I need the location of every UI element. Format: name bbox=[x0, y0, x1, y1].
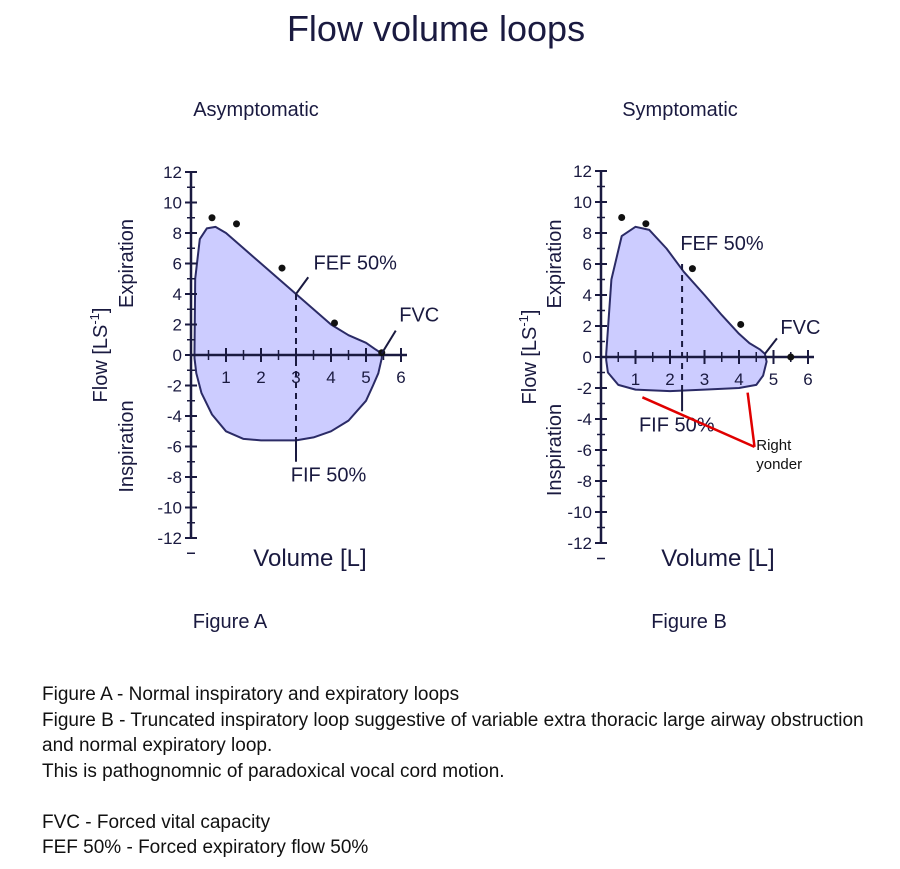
fig-b-flow-loop bbox=[605, 225, 768, 393]
fig-b-data-point bbox=[688, 265, 696, 273]
figure-notes: Figure A - Normal inspiratory and expira… bbox=[42, 682, 882, 861]
fig-a-y-tick-label: -2 bbox=[167, 377, 182, 396]
fig-a-data-point bbox=[331, 319, 338, 327]
fig-a-y-tick-label: 10 bbox=[163, 194, 182, 213]
fig-b-annotation-leader bbox=[764, 337, 778, 355]
note-line: This is pathognomnic of paradoxical voca… bbox=[42, 760, 505, 782]
fig-b-y-axis-title: Flow [LS-1] bbox=[516, 310, 541, 405]
fig-b-callout-label: Right bbox=[756, 437, 792, 454]
fig-b-data-point bbox=[618, 214, 626, 221]
fig-a-x-tick-label: 5 bbox=[361, 368, 370, 387]
fig-a-y-tick-label: -8 bbox=[167, 468, 182, 487]
fig-a-x-tick-label: 3 bbox=[291, 368, 300, 387]
fig-a-y-tick-label: 2 bbox=[173, 316, 182, 335]
fig-b-y-tick-label: 2 bbox=[583, 317, 592, 336]
fig-b-y-tick-label: -10 bbox=[567, 503, 592, 522]
fig-b-data-point bbox=[787, 353, 795, 361]
fig-a-caption: Figure A bbox=[193, 611, 268, 633]
fig-a-data-point bbox=[233, 220, 240, 228]
fig-b-callout-label: yonder bbox=[756, 456, 802, 473]
fig-b-x-axis-title: Volume [L] bbox=[661, 545, 774, 572]
note-line: FVC - Forced vital capacity bbox=[42, 811, 271, 833]
fig-b-caption: Figure B bbox=[651, 611, 727, 633]
fig-b-x-tick-label: 6 bbox=[803, 370, 812, 389]
fig-a-expiration-label: Expiration bbox=[116, 219, 138, 308]
fig-a-y-axis-title: Flow [LS-1] bbox=[87, 308, 112, 403]
fig-a-x-tick-label: 6 bbox=[396, 368, 405, 387]
fig-a-inspiration-label: Inspiration bbox=[116, 400, 138, 492]
fig-b-y-tick-label: -4 bbox=[577, 410, 592, 429]
fig-a-annotation-leader bbox=[380, 330, 397, 354]
fig-b-y-tick-label: 6 bbox=[583, 255, 592, 274]
fig-b-x-tick-label: 5 bbox=[769, 370, 778, 389]
fig-a-annotation-label: FIF 50% bbox=[291, 465, 367, 487]
fig-b-y-tick-label: 8 bbox=[583, 224, 592, 243]
note-line: Figure B - Truncated inspiratory loop su… bbox=[42, 709, 864, 757]
fig-a-x-tick-label: 4 bbox=[326, 368, 335, 387]
fig-a-y-tick-label: -6 bbox=[167, 438, 182, 457]
fig-b-y-tick-label: 10 bbox=[573, 193, 592, 212]
fig-b-x-tick-label: 3 bbox=[700, 370, 709, 389]
fig-a-annotation-leader bbox=[295, 276, 310, 295]
fig-a-data-point bbox=[278, 264, 286, 272]
fig-b-annotation-label: FVC bbox=[780, 317, 820, 339]
fig-b-callout-line bbox=[641, 396, 756, 449]
fig-a-x-axis-title: Volume [L] bbox=[253, 545, 366, 572]
fig-b-expiration-label: Expiration bbox=[544, 220, 566, 309]
fig-a-y-tick-label: 12 bbox=[163, 163, 182, 182]
fig-a-annotation-label: FVC bbox=[399, 304, 439, 326]
note-line bbox=[42, 784, 882, 810]
fig-b-data-point bbox=[642, 220, 650, 228]
fig-b-y-tick-label: -2 bbox=[577, 379, 592, 398]
fig-b-y-tick-label: 12 bbox=[573, 162, 592, 181]
fig-b-subtitle: Symptomatic bbox=[622, 99, 738, 121]
fig-b-y-tick-label: -8 bbox=[577, 472, 592, 491]
fig-a-y-tick-label: 8 bbox=[173, 224, 182, 243]
fig-b-x-tick-label: 4 bbox=[734, 370, 743, 389]
fig-a-y-tick-label: 0 bbox=[173, 346, 182, 365]
fig-a-data-point bbox=[208, 214, 216, 222]
fig-a-subtitle: Asymptomatic bbox=[193, 99, 319, 121]
fig-a-x-tick-label: 1 bbox=[221, 368, 230, 387]
fig-a-x-tick-label: 2 bbox=[256, 368, 265, 387]
fig-a-flow-loop bbox=[193, 225, 383, 442]
fig-b-callout-line bbox=[746, 392, 756, 448]
fig-b-y-tick-label: -6 bbox=[577, 441, 592, 460]
fig-a-y-tick-label: 6 bbox=[173, 255, 182, 274]
fig-b-y-tick-label: 4 bbox=[583, 286, 592, 305]
fig-a-y-tick-label: -12 bbox=[157, 529, 182, 548]
note-line: FEF 50% - Forced expiratory flow 50% bbox=[42, 837, 369, 858]
fig-a-y-tick-label: -10 bbox=[157, 499, 182, 518]
fig-a-y-tick-label: 4 bbox=[173, 285, 182, 304]
fig-b-y-tick-label: 0 bbox=[583, 348, 592, 367]
note-line: Figure A - Normal inspiratory and expira… bbox=[42, 684, 460, 705]
fig-b-y-tick-label: -12 bbox=[567, 534, 592, 553]
page-title: Flow volume loops bbox=[286, 8, 586, 49]
fig-a-annotation-label: FEF 50% bbox=[314, 253, 398, 275]
fig-a-y-tick-label: -4 bbox=[167, 407, 182, 426]
fig-b-x-tick-label: 1 bbox=[631, 370, 640, 389]
fig-b-annotation-label: FEF 50% bbox=[680, 233, 764, 255]
fig-b-x-tick-label: 2 bbox=[665, 370, 674, 389]
fig-b-inspiration-label: Inspiration bbox=[544, 404, 566, 496]
fig-b-data-point bbox=[737, 320, 745, 328]
